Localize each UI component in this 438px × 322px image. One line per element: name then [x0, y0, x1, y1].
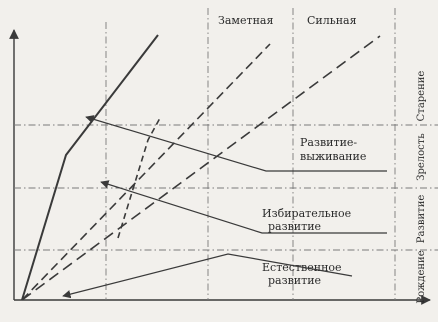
selective-label-line1: Избирательное	[262, 207, 351, 220]
column-header-noticeable: Заметная	[218, 14, 273, 27]
dashed-line-noticeable	[21, 43, 271, 301]
dashed-curve-survival	[117, 117, 161, 239]
stage-label-aging: Старение	[416, 71, 427, 122]
survival-label-line1: Развитие-	[300, 136, 357, 149]
natural-arrow	[62, 253, 353, 299]
stage-label-development: Развитие	[416, 195, 427, 244]
stage-label-maturity: Зрелость	[416, 133, 427, 181]
natural-label-line2: развитие	[268, 274, 321, 287]
dashed-line-strong	[21, 35, 381, 301]
survival-arrow	[85, 115, 387, 172]
column-header-strong: Сильная	[307, 14, 357, 27]
stage-label-birth: Рождение	[416, 250, 427, 303]
selective-label-line2: развитие	[268, 220, 321, 233]
selective-arrow	[100, 180, 387, 234]
solid-development-curve	[21, 34, 159, 301]
survival-label-line2: выживание	[300, 150, 366, 163]
